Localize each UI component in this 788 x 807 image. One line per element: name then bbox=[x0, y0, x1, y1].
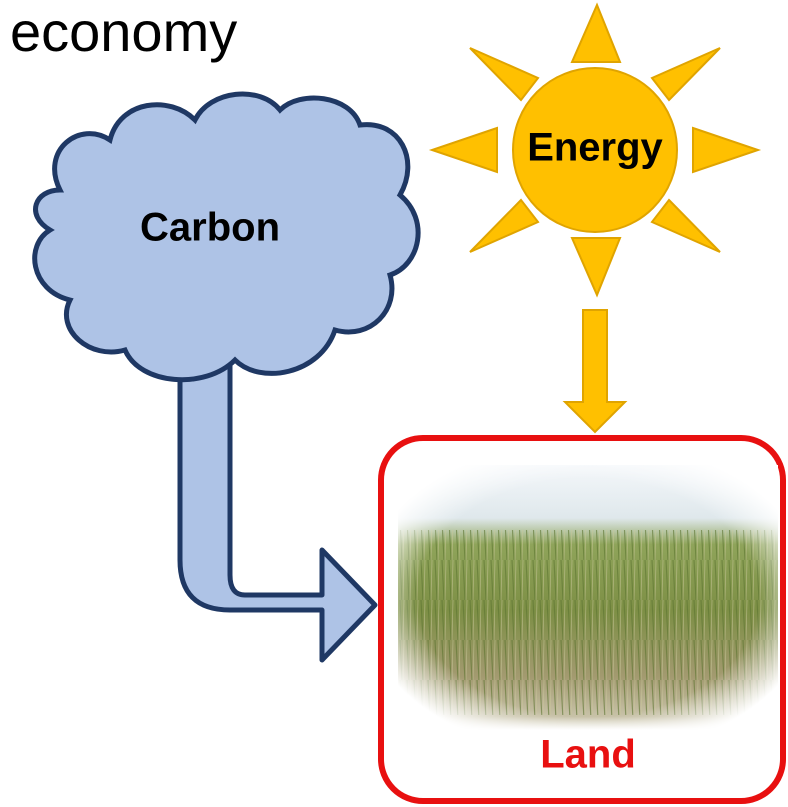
carbon-label: Carbon bbox=[140, 206, 280, 250]
diagram: economy Carbon Energy Land bbox=[0, 0, 788, 807]
page: economy Carbon Energy Land (() => { cons… bbox=[0, 0, 788, 807]
grass-image bbox=[398, 465, 778, 730]
title: economy bbox=[10, 0, 237, 63]
carbon-arrow bbox=[180, 360, 375, 660]
land-label: Land bbox=[540, 733, 636, 777]
energy-label: Energy bbox=[527, 126, 663, 170]
energy-arrow bbox=[565, 310, 625, 432]
